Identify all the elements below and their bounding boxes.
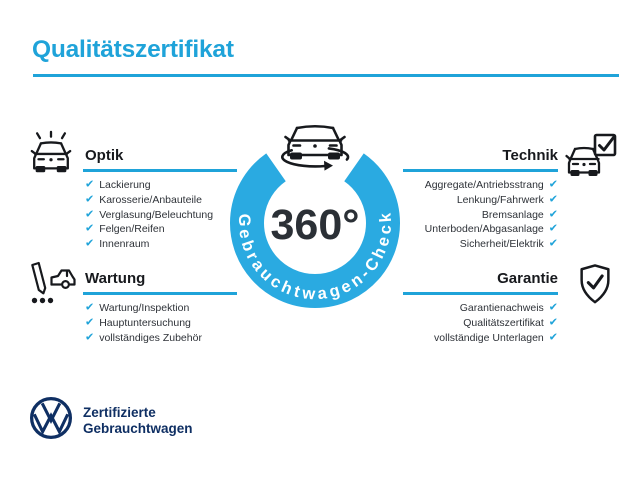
check-item: vollständige Unterlagen ✔ [434, 331, 558, 344]
check-icon: ✔ [548, 208, 558, 221]
check-item-label: Unterboden/Abgasanlage [424, 223, 544, 236]
check-item: ✔ Hauptuntersuchung [85, 316, 191, 329]
check-icon: ✔ [548, 222, 558, 235]
check-item: ✔ Innenraum [85, 237, 150, 251]
check-icon: ✔ [548, 316, 558, 329]
check-item-label: Hauptuntersuchung [99, 316, 191, 329]
checklist-optik: ✔ Lackierung ✔ Karosserie/Anbauteile ✔ Vergla… [85, 178, 214, 251]
checklist-garantie: Garantienachweis ✔ Qualitätszertifikat ✔ vol… [434, 301, 558, 344]
check-item-label: Lenkung/Fahrwerk [456, 193, 544, 206]
check-icon: ✔ [548, 301, 558, 314]
brand-line1: Zertifizierte [83, 404, 156, 420]
check-item-label: Innenraum [99, 238, 150, 251]
section-wartung: Wartung ✔ Wartung/Inspektion ✔ Hauptuntersu… [0, 251, 240, 356]
section-title-technik: Technik [502, 147, 558, 164]
check-icon: ✔ [548, 193, 558, 206]
brand-text: Zertifizierte Gebrauchtwagen [83, 405, 193, 437]
check-icon: ✔ [85, 222, 95, 235]
check-item: ✔ Lackierung [85, 178, 151, 191]
section-title-optik: Optik [85, 147, 124, 164]
title-divider [33, 74, 619, 77]
check-item: Lenkung/Fahrwerk ✔ [456, 193, 558, 206]
section-optik: Optik ✔ Lackierung ✔ Karosserie/Anbauteile ✔… [0, 128, 240, 258]
section-divider [403, 292, 558, 295]
check-item: Sicherheit/Elektrik ✔ [459, 237, 558, 251]
rotation-arrowhead [324, 160, 333, 171]
check-item-label: Wartung/Inspektion [99, 302, 190, 314]
page-title: Qualitätszertifikat [32, 36, 234, 63]
check-item-label: Karosserie/Anbauteile [99, 193, 202, 206]
check-item: Qualitätszertifikat ✔ [463, 316, 558, 329]
check-item-label: Lackierung [99, 179, 151, 191]
section-garantie: Garantie Garantienachweis ✔ Qualitätszerti… [400, 251, 640, 356]
check-icon: ✔ [85, 193, 95, 206]
section-divider [83, 169, 237, 172]
check-item: ✔ Felgen/Reifen [85, 222, 165, 236]
360-check-badge: Gebrauchtwagen-Check 360° [230, 124, 400, 308]
section-divider [83, 292, 237, 295]
check-item: ✔ Wartung/Inspektion [85, 301, 190, 314]
check-item: ✔ Verglasung/Beleuchtung [85, 208, 214, 221]
section-title-garantie: Garantie [497, 270, 558, 287]
checklist-wartung: ✔ Wartung/Inspektion ✔ Hauptuntersuchung ✔ vo… [85, 301, 202, 344]
car-checkbox-icon [564, 132, 618, 185]
car-shine-icon [27, 130, 75, 181]
check-icon: ✔ [85, 331, 95, 344]
check-item-label: vollständiges Zubehör [99, 331, 202, 344]
pencil-car-icon [26, 258, 76, 311]
check-item: Aggregate/Antriebsstrang ✔ [424, 178, 558, 191]
brand-line2: Gebrauchtwagen [83, 420, 193, 436]
check-icon: ✔ [85, 178, 95, 191]
360-degree-label: 360° [271, 201, 360, 249]
check-icon: ✔ [85, 316, 95, 329]
car-rotation-icon [281, 124, 350, 171]
check-item-label: Aggregate/Antriebsstrang [424, 179, 544, 191]
check-item-label: Qualitätszertifikat [463, 316, 544, 329]
check-item-label: vollständige Unterlagen [434, 331, 544, 344]
checklist-technik: Aggregate/Antriebsstrang ✔ Lenkung/Fahrwer… [424, 178, 558, 251]
section-title-wartung: Wartung [85, 270, 146, 287]
section-technik: Technik Aggregate/Antriebsstrang ✔ Lenkung… [400, 128, 640, 258]
check-item-label: Felgen/Reifen [99, 223, 165, 236]
check-icon: ✔ [85, 301, 95, 314]
check-item-label: Bremsanlage [481, 208, 544, 221]
check-icon: ✔ [548, 331, 558, 344]
badge-ring [230, 153, 400, 308]
shield-check-icon [574, 262, 616, 313]
vw-logo [29, 396, 73, 445]
check-icon: ✔ [85, 208, 95, 221]
check-item: Unterboden/Abgasanlage ✔ [424, 222, 558, 236]
check-item: ✔ Karosserie/Anbauteile [85, 193, 202, 206]
check-item-label: Verglasung/Beleuchtung [99, 208, 214, 221]
check-item: ✔ vollständiges Zubehör [85, 331, 202, 344]
check-icon: ✔ [85, 237, 95, 250]
check-item: Bremsanlage ✔ [481, 208, 558, 221]
check-item: Garantienachweis ✔ [459, 301, 558, 314]
check-item-label: Garantienachweis [459, 302, 544, 314]
check-icon: ✔ [548, 237, 558, 250]
check-icon: ✔ [548, 178, 558, 191]
section-divider [403, 169, 558, 172]
check-item-label: Sicherheit/Elektrik [459, 238, 544, 251]
brand-footer: Zertifizierte Gebrauchtwagen [29, 396, 193, 445]
